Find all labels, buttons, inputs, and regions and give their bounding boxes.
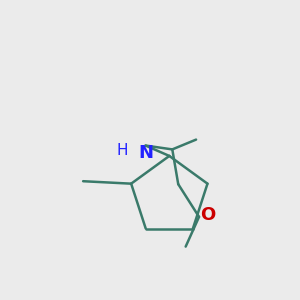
Text: H: H	[116, 143, 128, 158]
Text: N: N	[138, 144, 153, 162]
Text: O: O	[200, 206, 216, 224]
